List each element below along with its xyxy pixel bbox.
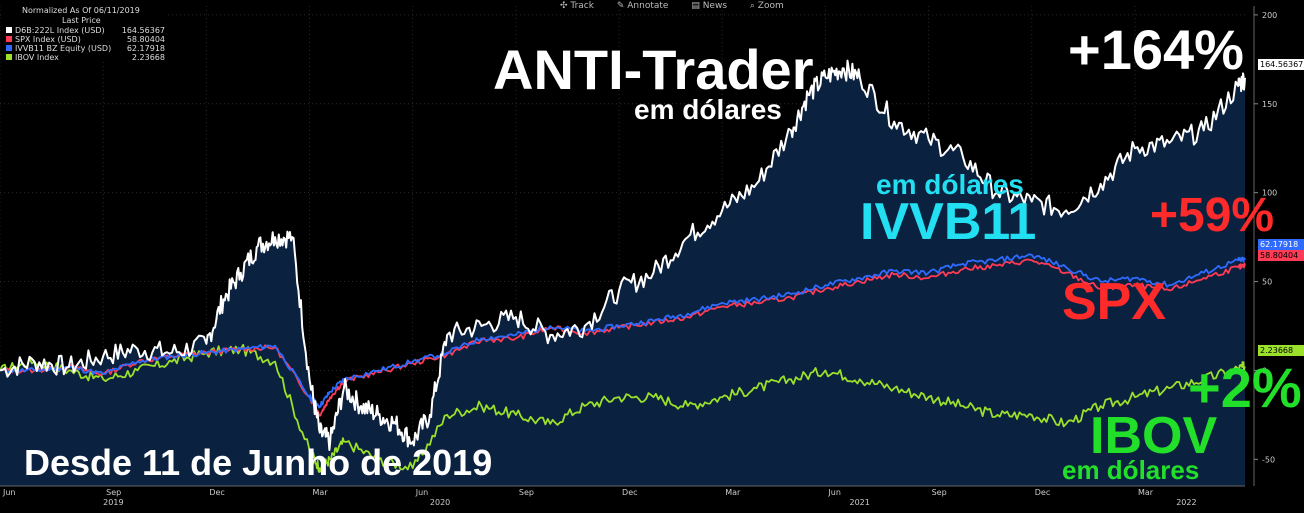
x-tick-label: Sep: [519, 488, 534, 497]
legend-swatch: [6, 27, 12, 33]
x-year-label: 2021: [849, 498, 869, 507]
ivvb-subtitle: em dólares: [876, 169, 1024, 200]
x-tick-label: Dec: [1035, 488, 1050, 497]
right-label-ivvb: 62.17918: [1258, 239, 1304, 250]
x-year-label: 2020: [430, 498, 450, 507]
spx-title: SPX: [1062, 273, 1167, 331]
x-tick-label: Dec: [622, 488, 637, 497]
spx-percent: +59%: [1150, 189, 1275, 242]
x-tick-label: Sep: [932, 488, 947, 497]
legend-subheader: Last Price: [62, 16, 101, 25]
x-tick-label: Mar: [313, 488, 329, 497]
y-tick-label: 50: [1262, 278, 1272, 287]
anti-area-fill: [0, 60, 1245, 486]
ibov-percent: +2%: [1188, 356, 1302, 419]
right-label-anti: 164.56367: [1258, 59, 1304, 70]
anti-title: ANTI-Trader: [493, 38, 814, 101]
legend-swatch: [6, 36, 12, 42]
track-button[interactable]: ✣ Track: [560, 1, 594, 11]
x-tick-label: Dec: [209, 488, 224, 497]
x-tick-label: Jun: [415, 488, 429, 497]
x-tick-label: Jun: [2, 488, 16, 497]
x-year-label: 2019: [103, 498, 123, 507]
ivvb-title: IVVB11: [860, 193, 1037, 251]
x-tick-label: Jun: [827, 488, 841, 497]
legend-item-ibov: IBOV Index 2.23668: [4, 53, 165, 62]
legend-swatch: [6, 54, 12, 60]
legend-item-ivvb: IVVB11 BZ Equity (USD) 62.17918: [4, 44, 165, 53]
chart-toolbar: ✣ Track ✎ Annotate ▤ News ⌕ Zoom: [560, 1, 804, 11]
anti-percent: +164%: [1068, 18, 1244, 81]
x-tick-label: Sep: [106, 488, 121, 497]
right-label-ibov: 2.23668: [1258, 345, 1304, 356]
legend-item-spx: SPX Index (USD) 58.80404: [4, 35, 165, 44]
y-tick-label: 100: [1262, 189, 1277, 198]
ibov-title: IBOV: [1090, 407, 1218, 465]
since-date: Desde 11 de Junho de 2019: [24, 442, 493, 483]
legend: Normalized As Of 06/11/2019 Last Price D…: [4, 6, 165, 62]
news-button[interactable]: ▤ News: [691, 1, 728, 11]
legend-header: Normalized As Of 06/11/2019: [22, 6, 140, 15]
annotate-button[interactable]: ✎ Annotate: [616, 1, 669, 11]
y-tick-label: 0: [1262, 366, 1267, 375]
series-line-anti: [0, 59, 1246, 451]
y-tick-label: 200: [1262, 11, 1277, 20]
ibov-subtitle: em dólares: [1062, 455, 1200, 485]
x-tick-label: Mar: [725, 488, 741, 497]
y-tick-label: 150: [1262, 100, 1277, 109]
x-tick-label: Mar: [1138, 488, 1154, 497]
series-line-ivvb: [0, 253, 1246, 409]
x-year-label: 2022: [1176, 498, 1196, 507]
anti-subtitle: em dólares: [634, 94, 782, 125]
legend-swatch: [6, 45, 12, 51]
y-tick-label: -50: [1262, 455, 1275, 464]
right-label-spx: 58.80404: [1258, 250, 1304, 261]
zoom-button[interactable]: ⌕ Zoom: [749, 1, 784, 11]
legend-item-anti: D6B:222L Index (USD) 164.56367: [4, 26, 165, 35]
